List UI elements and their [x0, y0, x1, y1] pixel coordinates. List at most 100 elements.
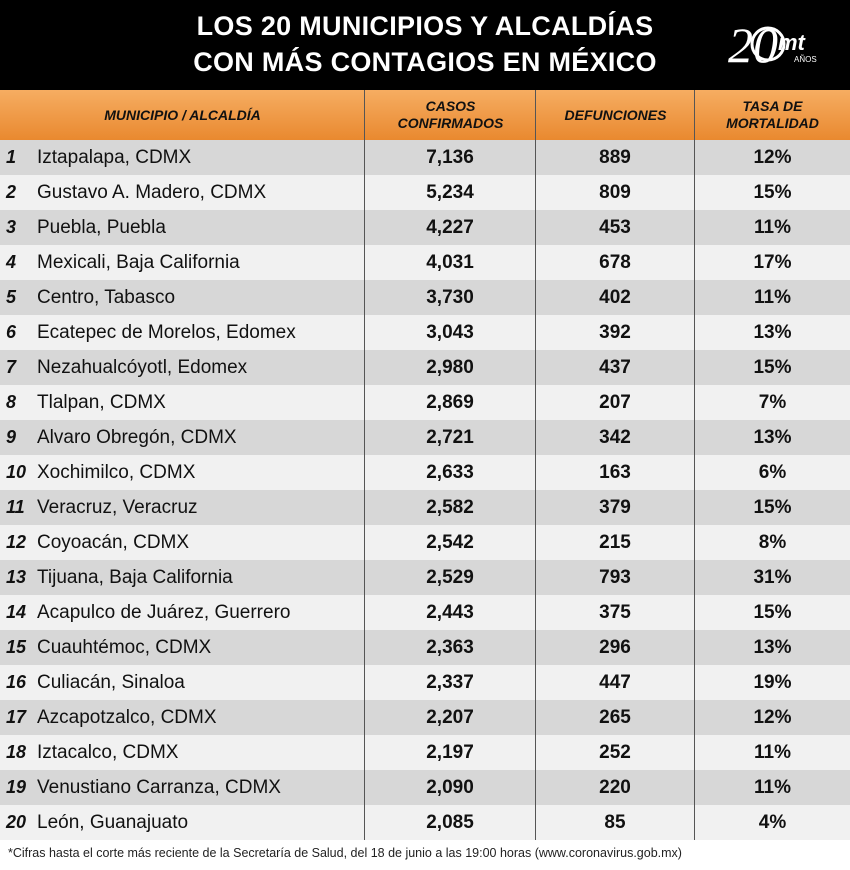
table-row: 10 Xochimilco, CDMX 2,633 163 6%	[0, 455, 850, 490]
table-row: 13 Tijuana, Baja California 2,529 793 31%	[0, 560, 850, 595]
row-rank: 14	[6, 602, 27, 622]
row-tasa-mortalidad: 15%	[753, 182, 792, 203]
row-casos-confirmados: 2,721	[426, 427, 474, 448]
row-defunciones: 402	[599, 287, 631, 308]
header-municipio: MUNICIPIO / ALCALDÍA	[0, 90, 365, 140]
column-divider	[364, 90, 365, 840]
header-casos: CASOS CONFIRMADOS	[365, 90, 536, 140]
header-tasa: TASA DE MORTALIDAD	[695, 90, 850, 140]
row-municipio: Acapulco de Juárez, Guerrero	[37, 602, 291, 623]
table-row: 15 Cuauhtémoc, CDMX 2,363 296 13%	[0, 630, 850, 665]
header-tasa-line-1: TASA DE	[742, 98, 803, 114]
row-rank: 5	[6, 287, 17, 307]
header-tasa-line-2: MORTALIDAD	[726, 115, 819, 131]
row-rank: 8	[6, 392, 17, 412]
row-rank: 12	[6, 532, 27, 552]
row-casos-confirmados: 7,136	[426, 147, 474, 168]
row-tasa-mortalidad: 11%	[754, 777, 791, 798]
row-rank: 3	[6, 217, 17, 237]
row-casos-confirmados: 2,090	[426, 777, 474, 798]
row-defunciones: 252	[599, 742, 631, 763]
row-casos-confirmados: 2,085	[426, 812, 474, 833]
row-defunciones: 215	[599, 532, 631, 553]
row-rank: 16	[6, 672, 27, 692]
table-row: 9 Alvaro Obregón, CDMX 2,721 342 13%	[0, 420, 850, 455]
title-line-2: CON MÁS CONTAGIOS EN MÉXICO	[193, 47, 657, 77]
row-tasa-mortalidad: 17%	[753, 252, 792, 273]
column-divider	[694, 90, 695, 840]
row-rank: 1	[6, 147, 17, 167]
row-casos-confirmados: 2,582	[426, 497, 474, 518]
row-defunciones: 163	[599, 462, 631, 483]
row-municipio: Azcapotzalco, CDMX	[37, 707, 217, 728]
row-municipio: Iztapalapa, CDMX	[37, 147, 192, 168]
title-bar: LOS 20 MUNICIPIOS Y ALCALDÍAS CON MÁS CO…	[0, 0, 850, 90]
row-rank: 19	[6, 777, 27, 797]
table-row: 14 Acapulco de Juárez, Guerrero 2,443 375 15…	[0, 595, 850, 630]
row-rank: 13	[6, 567, 27, 587]
row-municipio: Xochimilco, CDMX	[37, 462, 196, 483]
table-row: 7 Nezahualcóyotl, Edomex 2,980 437 15%	[0, 350, 850, 385]
row-municipio: Cuauhtémoc, CDMX	[37, 637, 212, 658]
row-casos-confirmados: 3,730	[426, 287, 474, 308]
row-casos-confirmados: 2,443	[426, 602, 474, 623]
row-defunciones: 265	[599, 707, 631, 728]
header-defunciones: DEFUNCIONES	[536, 90, 695, 140]
table-row: 18 Iztacalco, CDMX 2,197 252 11%	[0, 735, 850, 770]
table-row: 2 Gustavo A. Madero, CDMX 5,234 809 15%	[0, 175, 850, 210]
row-rank: 11	[6, 497, 25, 517]
logo-stopwatch-ring	[750, 26, 786, 62]
row-defunciones: 437	[599, 357, 631, 378]
row-casos-confirmados: 2,542	[426, 532, 474, 553]
row-defunciones: 379	[599, 497, 631, 518]
row-defunciones: 220	[599, 777, 631, 798]
row-casos-confirmados: 2,337	[426, 672, 474, 693]
row-municipio: Tlalpan, CDMX	[37, 392, 166, 413]
row-tasa-mortalidad: 11%	[754, 217, 791, 238]
row-casos-confirmados: 2,197	[426, 742, 474, 763]
row-casos-confirmados: 2,529	[426, 567, 474, 588]
row-casos-confirmados: 5,234	[426, 182, 474, 203]
row-defunciones: 678	[599, 252, 631, 273]
row-rank: 2	[6, 182, 17, 202]
row-tasa-mortalidad: 11%	[754, 287, 791, 308]
header-municipio-label: MUNICIPIO / ALCALDÍA	[104, 106, 261, 123]
row-defunciones: 889	[599, 147, 631, 168]
column-divider	[535, 90, 536, 840]
row-defunciones: 85	[604, 812, 626, 833]
row-tasa-mortalidad: 8%	[758, 532, 787, 553]
table-row: 11 Veracruz, Veracruz 2,582 379 15%	[0, 490, 850, 525]
row-tasa-mortalidad: 12%	[753, 707, 792, 728]
row-rank: 6	[6, 322, 17, 342]
row-municipio: Alvaro Obregón, CDMX	[37, 427, 237, 448]
row-municipio: Nezahualcóyotl, Edomex	[37, 357, 248, 378]
table-row: 19 Venustiano Carranza, CDMX 2,090 220 11%	[0, 770, 850, 805]
row-tasa-mortalidad: 7%	[758, 392, 787, 413]
row-defunciones: 207	[599, 392, 631, 413]
table-row: 8 Tlalpan, CDMX 2,869 207 7%	[0, 385, 850, 420]
row-casos-confirmados: 2,633	[426, 462, 474, 483]
title-line-1: LOS 20 MUNICIPIOS Y ALCALDÍAS	[196, 11, 654, 41]
row-tasa-mortalidad: 11%	[754, 742, 791, 763]
table-row: 5 Centro, Tabasco 3,730 402 11%	[0, 280, 850, 315]
row-rank: 10	[6, 462, 27, 482]
row-rank: 20	[6, 812, 27, 832]
header-casos-line-2: CONFIRMADOS	[397, 115, 504, 131]
row-tasa-mortalidad: 19%	[753, 672, 792, 693]
row-casos-confirmados: 3,043	[426, 322, 474, 343]
page-title: LOS 20 MUNICIPIOS Y ALCALDÍAS CON MÁS CO…	[0, 8, 850, 80]
row-rank: 7	[6, 357, 17, 377]
row-defunciones: 375	[599, 602, 631, 623]
row-rank: 18	[6, 742, 27, 762]
row-municipio: Tijuana, Baja California	[37, 567, 233, 588]
row-rank: 4	[6, 252, 17, 272]
table-body: 1 Iztapalapa, CDMX 7,136 889 12% 2 Gustavo A. …	[0, 140, 850, 840]
row-rank: 15	[6, 637, 27, 657]
header-casos-line-1: CASOS	[425, 98, 476, 114]
table-row: 12 Coyoacán, CDMX 2,542 215 8%	[0, 525, 850, 560]
row-defunciones: 793	[599, 567, 631, 588]
row-casos-confirmados: 4,227	[426, 217, 474, 238]
row-casos-confirmados: 2,869	[426, 392, 474, 413]
row-tasa-mortalidad: 6%	[758, 462, 787, 483]
